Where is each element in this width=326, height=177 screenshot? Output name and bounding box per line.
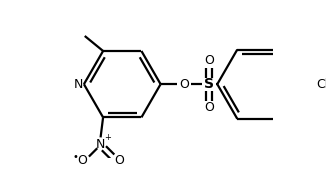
- Text: Cl: Cl: [317, 78, 326, 91]
- Text: +: +: [104, 133, 111, 142]
- Text: O: O: [204, 101, 214, 114]
- Text: S: S: [204, 77, 214, 91]
- Text: N: N: [96, 138, 105, 151]
- Text: O: O: [204, 54, 214, 67]
- Text: O: O: [114, 154, 124, 167]
- Text: N: N: [74, 78, 83, 91]
- Text: O: O: [77, 154, 87, 167]
- Text: •: •: [73, 152, 79, 162]
- Text: O: O: [179, 78, 189, 91]
